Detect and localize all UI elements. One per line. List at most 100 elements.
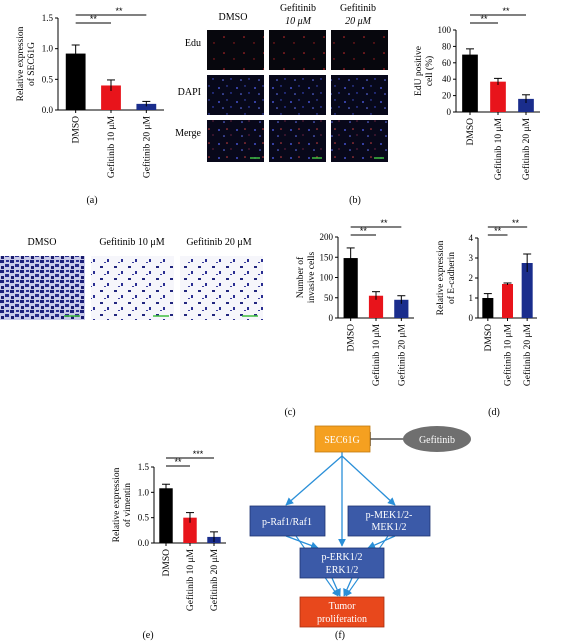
micro-dapi-dmso: [207, 75, 264, 115]
invasion-label-gef10: Gefitinib 10 μM: [99, 237, 164, 248]
node-sec61g-label: SEC61G: [324, 435, 360, 446]
y-tick-label: 0: [469, 313, 474, 323]
y-tick-label: 0.5: [42, 74, 54, 84]
y-tick-label: 0: [447, 107, 452, 117]
x-tick-label: Gefitinib 20 μM: [209, 548, 220, 611]
bar: [343, 258, 358, 318]
x-tick-label: DMSO: [484, 324, 494, 352]
x-tick-label: Gefitinib 10 μM: [185, 548, 196, 611]
significance-label: **: [360, 226, 368, 236]
node-gefitinib-label: Gefitinib: [419, 435, 455, 446]
node-tumor: [299, 596, 385, 628]
micro-dapi-gef10: [269, 75, 326, 115]
invasion-image-gef10: [91, 256, 174, 320]
chart-a-sec61g: 0.0 0.5 1.0 1.5 Relative expression of SEC61G…: [16, 6, 164, 178]
x-tick-label: DMSO: [347, 324, 357, 352]
x-tick-label: DMSO: [72, 116, 82, 144]
y-tick-label: 0.0: [138, 538, 150, 548]
node-mek-label-2: MEK1/2: [372, 522, 407, 533]
y-axis-label: Relative expression: [436, 240, 446, 315]
arrow-erk-tumor: [331, 577, 341, 597]
node-gefitinib: [403, 426, 471, 452]
micro-merge-gef10: [269, 120, 326, 162]
bar: [183, 517, 197, 543]
bar: [159, 488, 173, 543]
y-tick-label: 3: [469, 253, 474, 263]
y-tick-label: 1.0: [138, 487, 150, 497]
bar: [101, 85, 121, 110]
arrow-sec61g-raf: [285, 455, 343, 506]
y-axis-label: of vimentin: [122, 483, 133, 527]
bar: [394, 299, 409, 318]
node-raf: [249, 505, 326, 537]
x-tick-label: Gefitinib 10 μM: [503, 323, 514, 386]
micro-edu-gef20: [331, 30, 388, 70]
bar: [501, 284, 514, 318]
micro-edu-gef10: [269, 30, 326, 70]
micro-dapi-gef20: [331, 75, 388, 115]
significance-label: **: [502, 6, 510, 16]
panel-letter-f: (f): [335, 630, 345, 641]
bar: [521, 263, 533, 318]
y-axis-label: of E-cadherin: [446, 252, 457, 304]
chart-c-invasive-cells: 0 50 100 150 200 Number of invasive cells DMSO G…: [295, 218, 414, 386]
bar: [136, 103, 157, 110]
node-mek-label-1: p-MEK1/2-: [366, 510, 413, 521]
chart-d-e-cadherin: 0 1 2 3 4 Relative expression of E-cadherin DMS…: [436, 218, 537, 386]
y-tick-label: 0.0: [42, 105, 54, 115]
chart-e-vimentin: 0.0 0.5 1.0 1.5 Relative expression of viment…: [112, 449, 226, 611]
panel-letter-d: (d): [488, 407, 500, 418]
x-tick-label: DMSO: [162, 549, 172, 577]
invasion-label-dmso: DMSO: [28, 237, 57, 248]
y-axis-label: invasive cells: [307, 251, 317, 303]
node-erk-label-1: p-ERK1/2: [321, 552, 362, 563]
y-tick-label: 0: [329, 313, 334, 323]
significance-label: **: [480, 14, 488, 24]
chart-b-edu-positive: 0 20 40 60 80 100 EdU positive cell (%) DMSO Gefi…: [414, 6, 540, 180]
arrow-sec61g-mek: [341, 455, 396, 506]
y-tick-label: 200: [320, 232, 334, 242]
y-tick-label: 40: [442, 74, 452, 84]
panel-letter-a: (a): [86, 195, 97, 206]
node-raf-label: p-Raf1/Raf1: [262, 517, 312, 528]
x-tick-label: Gefitinib 20 μM: [521, 117, 532, 180]
invasion-images-c: DMSO Gefitinib 10 μM Gefitinib 20 μM: [0, 237, 263, 320]
bar: [482, 298, 494, 318]
bar: [518, 98, 534, 112]
y-tick-label: 100: [320, 273, 334, 283]
y-tick-label: 60: [442, 58, 452, 68]
x-tick-label: DMSO: [466, 118, 476, 146]
arrow-raf-erk: [285, 535, 319, 550]
micro-merge-dmso: [207, 120, 264, 162]
significance-label: **: [512, 218, 520, 228]
grid-col-header-1: DMSO: [219, 12, 248, 23]
node-mek: [347, 505, 431, 537]
bar: [490, 81, 506, 112]
grid-row-label-edu: Edu: [185, 38, 201, 49]
y-tick-label: 50: [324, 293, 334, 303]
grid-col-header-2-dose: 10 μM: [285, 16, 312, 27]
node-erk: [299, 547, 385, 579]
x-tick-label: Gefitinib 10 μM: [493, 117, 504, 180]
x-tick-label: Gefitinib 20 μM: [141, 115, 152, 178]
x-tick-label: Gefitinib 20 μM: [396, 323, 407, 386]
grid-row-label-dapi: DAPI: [178, 87, 201, 98]
panel-letter-c: (c): [284, 407, 295, 418]
x-tick-label: Gefitinib 10 μM: [106, 115, 117, 178]
significance-label: **: [174, 457, 182, 467]
grid-col-header-2: Gefitinib: [280, 3, 316, 14]
micro-edu-dmso: [207, 30, 264, 70]
y-tick-label: 1.5: [42, 13, 54, 23]
y-axis-label: EdU positive: [414, 46, 424, 96]
y-tick-label: 20: [442, 91, 452, 101]
significance-label: **: [115, 6, 123, 16]
invasion-label-gef20: Gefitinib 20 μM: [186, 237, 251, 248]
y-axis-label: Relative expression: [16, 26, 26, 101]
y-tick-label: 4: [469, 233, 474, 243]
bar: [462, 54, 478, 112]
significance-label: **: [90, 14, 98, 24]
node-sec61g: [314, 425, 371, 453]
y-axis-label: of SEC61G: [26, 42, 37, 86]
y-tick-label: 80: [442, 41, 452, 51]
y-tick-label: 0.5: [138, 513, 150, 523]
